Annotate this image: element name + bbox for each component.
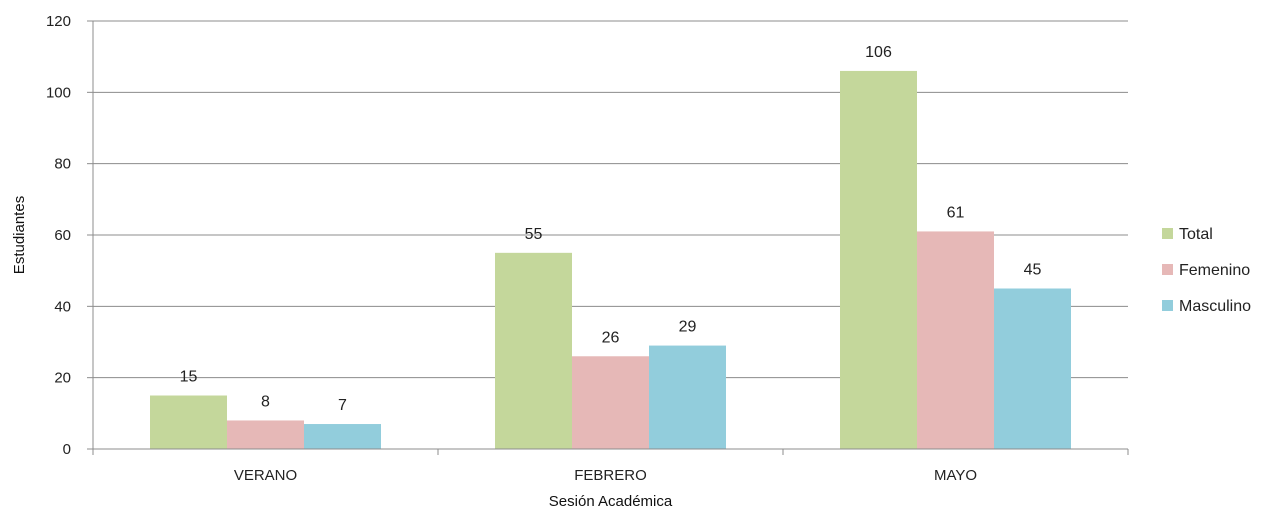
legend-swatch-femenino [1162,264,1173,275]
bar-masculino-mayo [994,288,1071,449]
bar-total-verano [150,395,227,449]
y-tick-label: 60 [54,227,71,244]
bar-masculino-febrero [649,345,726,449]
data-label: 29 [679,319,697,336]
y-tick-label: 120 [46,13,71,30]
data-label: 15 [180,369,198,386]
y-tick-label: 80 [54,156,71,173]
bar-total-febrero [495,252,572,449]
legend-label-masculino: Masculino [1179,298,1251,315]
x-category-label: VERANO [234,467,297,484]
x-axis-title: Sesión Académica [549,493,673,510]
legend: Total Femenino Masculino [1162,226,1251,315]
data-label: 55 [525,226,543,243]
y-tick-label: 100 [46,84,71,101]
y-axis-title: Estudiantes [11,196,28,274]
legend-label-femenino: Femenino [1179,262,1250,279]
y-tick-label: 0 [63,441,71,458]
bars [150,70,1071,449]
data-label: 8 [261,393,270,410]
y-axis-ticks: 0 20 40 60 80 100 120 [46,13,93,458]
x-category-label: MAYO [934,467,977,484]
data-label: 106 [865,44,892,61]
data-label: 45 [1024,262,1042,279]
y-tick-label: 40 [54,298,71,315]
bar-femenino-verano [227,420,304,449]
legend-swatch-total [1162,228,1173,239]
x-axis-categories: VERANO FEBRERO MAYO [234,467,977,484]
data-label: 7 [338,397,347,414]
bar-femenino-mayo [917,231,994,449]
data-labels: 15 8 7 55 26 29 106 61 45 [180,44,1042,414]
legend-swatch-masculino [1162,300,1173,311]
y-tick-label: 20 [54,370,71,387]
x-category-label: FEBRERO [574,467,647,484]
legend-label-total: Total [1179,226,1213,243]
data-label: 61 [947,204,965,221]
bar-total-mayo [840,70,917,449]
data-label: 26 [602,329,620,346]
bar-masculino-verano [304,424,381,449]
axes [92,21,1129,455]
bar-femenino-febrero [572,356,649,449]
